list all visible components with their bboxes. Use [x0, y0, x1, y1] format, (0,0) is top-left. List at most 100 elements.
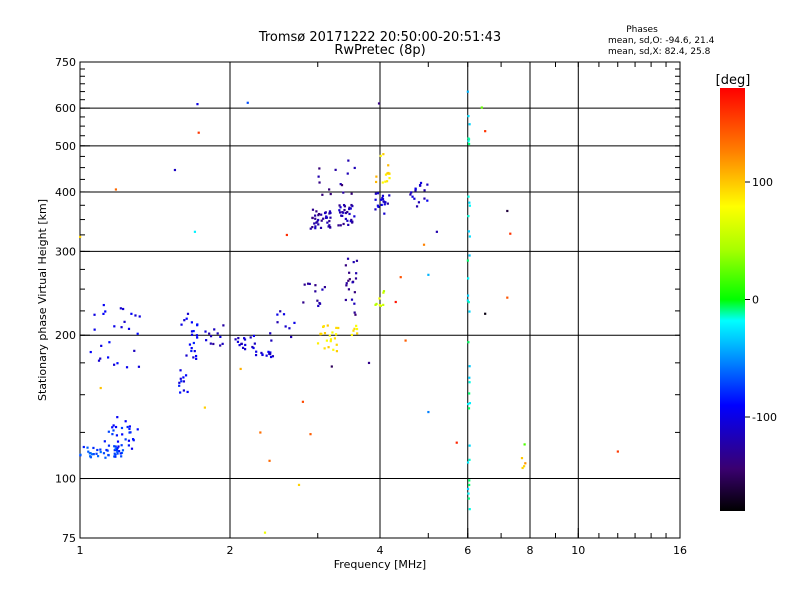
- data-point: [381, 196, 384, 200]
- data-point: [243, 337, 246, 340]
- data-point: [342, 222, 345, 226]
- data-point: [204, 330, 207, 333]
- data-point: [221, 342, 224, 345]
- data-point: [285, 233, 288, 237]
- data-point: [423, 197, 426, 200]
- tick-layer: 1 2 4 6 8 10 16 75 100 200 300 400 500 600 750: [55, 56, 687, 557]
- data-point: [409, 193, 412, 196]
- data-point: [267, 350, 270, 353]
- data-point: [192, 329, 195, 333]
- x-axis-label: Frequency [MHz]: [334, 558, 426, 571]
- data-point: [114, 425, 118, 429]
- data-point: [467, 142, 471, 146]
- x-tick-label: 10: [571, 544, 585, 557]
- data-point: [179, 391, 182, 394]
- data-point: [315, 221, 318, 224]
- data-point: [89, 452, 92, 455]
- y-tick-label: 100: [55, 473, 76, 486]
- data-point: [252, 334, 256, 338]
- data-point: [120, 426, 124, 430]
- data-point: [136, 428, 139, 431]
- data-point: [265, 354, 268, 357]
- data-point: [380, 203, 383, 207]
- data-point: [616, 450, 619, 453]
- data-point: [99, 450, 102, 454]
- grid-layer: [80, 62, 680, 538]
- data-point: [384, 180, 387, 183]
- data-point: [314, 225, 317, 228]
- data-point: [352, 260, 355, 264]
- data-point: [388, 177, 391, 180]
- data-point: [185, 317, 188, 320]
- stats-line-x: mean, sd,X: 82.4, 25.8: [608, 47, 711, 57]
- data-point: [121, 433, 124, 436]
- data-point: [190, 346, 193, 350]
- data-point: [123, 320, 126, 323]
- data-point: [107, 444, 111, 447]
- x-tick-label: 4: [377, 544, 384, 557]
- data-point: [297, 483, 301, 487]
- y-tick-label: 200: [55, 329, 76, 342]
- data-point: [324, 216, 328, 219]
- colorbar-tick-label: -100: [752, 411, 777, 424]
- data-point: [468, 235, 471, 238]
- data-point: [399, 276, 402, 279]
- data-point: [468, 365, 471, 368]
- data-point: [404, 339, 407, 342]
- data-point: [327, 225, 330, 228]
- y-axis-label: Stationary phase Virtual Height [km]: [36, 199, 49, 401]
- data-point: [388, 172, 391, 175]
- data-point: [322, 217, 325, 220]
- data-point: [383, 203, 386, 206]
- data-point: [411, 195, 414, 198]
- data-point: [345, 284, 348, 287]
- data-point: [381, 181, 384, 184]
- data-point: [244, 343, 247, 347]
- data-point: [216, 332, 219, 335]
- data-point: [382, 153, 385, 156]
- data-point: [521, 466, 524, 470]
- data-point: [374, 180, 378, 184]
- data-point: [269, 332, 272, 335]
- data-point: [102, 312, 105, 315]
- data-point: [208, 332, 211, 335]
- data-point: [112, 424, 115, 427]
- data-point: [329, 338, 333, 341]
- data-point: [344, 298, 347, 302]
- points-layer: [79, 90, 619, 534]
- y-tick-label: 300: [55, 245, 76, 258]
- y-tick-label: 600: [55, 102, 76, 115]
- data-point: [213, 328, 216, 331]
- x-tick-label: 6: [464, 544, 471, 557]
- data-point: [375, 175, 378, 178]
- data-point: [219, 335, 222, 339]
- data-point: [105, 448, 108, 452]
- data-point: [306, 282, 310, 285]
- data-point: [209, 342, 212, 345]
- data-point: [353, 311, 356, 314]
- data-point: [114, 188, 118, 191]
- data-point: [327, 346, 330, 349]
- data-point: [129, 431, 132, 434]
- data-point: [344, 264, 347, 267]
- data-point: [426, 199, 429, 202]
- data-point: [315, 210, 318, 213]
- data-point: [415, 205, 419, 208]
- data-point: [340, 214, 343, 217]
- data-point: [99, 357, 102, 360]
- data-point: [314, 227, 317, 230]
- data-point: [468, 508, 471, 511]
- data-point: [222, 324, 225, 327]
- data-point: [467, 497, 470, 500]
- data-point: [355, 324, 358, 327]
- data-point: [125, 366, 129, 369]
- data-point: [337, 224, 340, 227]
- data-point: [82, 445, 85, 449]
- data-point: [92, 446, 95, 450]
- data-point: [317, 223, 320, 226]
- data-point: [383, 212, 386, 215]
- data-point: [337, 326, 340, 330]
- data-point: [328, 226, 332, 229]
- data-point: [116, 440, 120, 443]
- data-point: [427, 410, 430, 414]
